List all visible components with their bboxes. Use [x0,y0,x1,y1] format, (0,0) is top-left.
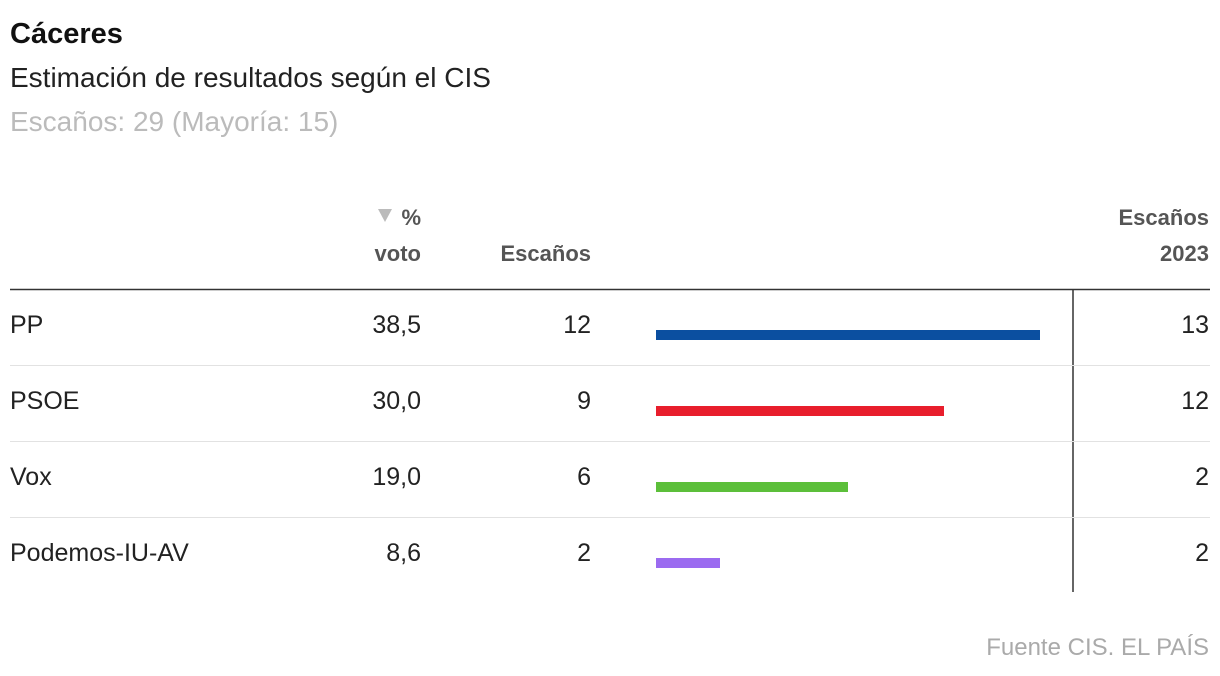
bar [656,330,1040,340]
seats-2023: 12 [1181,387,1209,415]
seats-2023: 2 [1195,539,1209,567]
vote: 30,0 [372,387,421,415]
column-header: 2023 [1160,241,1209,266]
seats: 12 [563,311,591,339]
column-header: Escaños [501,241,592,266]
seats: 2 [577,539,591,567]
party: PP [10,311,43,339]
note: Escaños: 29 (Mayoría: 15) [10,106,338,137]
seats: 6 [577,463,591,491]
party: Podemos-IU-AV [10,539,189,567]
bar [656,406,944,416]
subtitle: Estimación de resultados según el CIS [10,62,491,93]
party: Vox [10,463,52,491]
seats: 9 [577,387,591,415]
seats-2023: 2 [1195,463,1209,491]
title: Cáceres [10,18,123,50]
bar [656,482,848,492]
bar [656,558,720,568]
seats-2023: 13 [1181,311,1209,339]
column-header: Escaños [1119,205,1210,230]
vote: 8,6 [386,539,421,567]
vote: 38,5 [372,311,421,339]
source: Fuente CIS. EL PAÍS [986,634,1209,661]
column-header: % [401,205,421,230]
party: PSOE [10,387,79,415]
column-header: voto [375,241,421,266]
sort-icon [378,209,392,222]
vote: 19,0 [372,463,421,491]
